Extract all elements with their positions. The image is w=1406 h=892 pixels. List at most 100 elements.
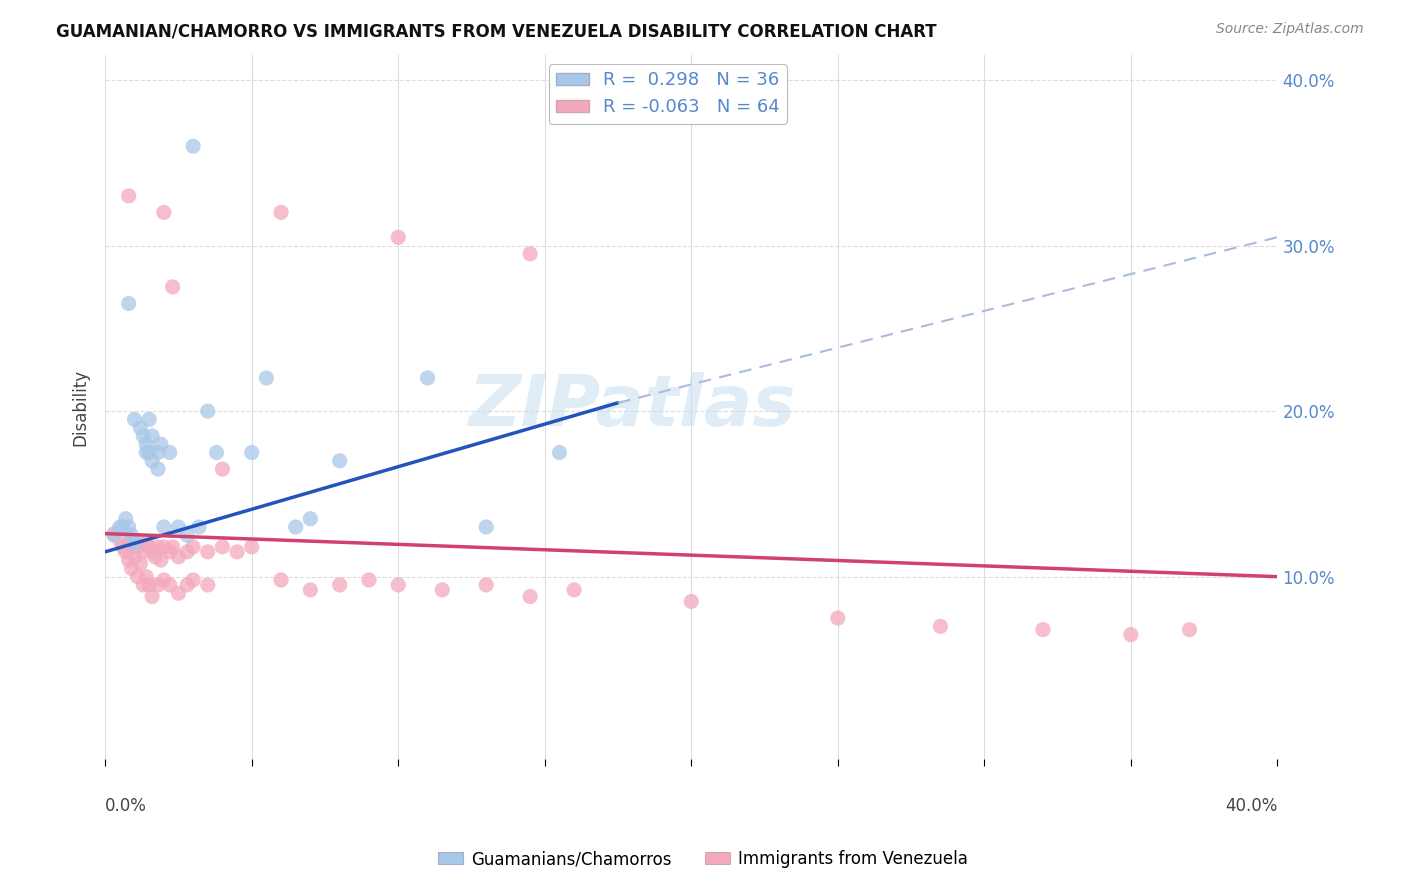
Point [124,549,146,564]
Point [162,280,184,294]
Point [929,619,952,633]
Point [121,528,143,542]
Point [146,540,169,554]
Point [357,573,380,587]
Legend: Guamanians/Chamorros, Immigrants from Venezuela: Guamanians/Chamorros, Immigrants from Ve… [432,844,974,875]
Point [103,528,125,542]
Point [118,189,141,203]
Point [299,512,322,526]
Point [132,429,155,443]
Point [181,139,204,153]
Text: Source: ZipAtlas.com: Source: ZipAtlas.com [1216,22,1364,37]
Point [118,553,141,567]
Point [329,578,352,592]
Point [176,578,198,592]
Point [138,578,160,592]
Point [681,594,703,608]
Point [387,230,409,244]
Text: GUAMANIAN/CHAMORRO VS IMMIGRANTS FROM VENEZUELA DISABILITY CORRELATION CHART: GUAMANIAN/CHAMORRO VS IMMIGRANTS FROM VE… [56,22,936,40]
Point [114,512,136,526]
Point [205,445,228,459]
Point [127,540,149,554]
Point [1032,623,1054,637]
Point [118,536,141,550]
Point [299,582,322,597]
Point [153,205,176,219]
Point [181,573,204,587]
Point [103,526,125,541]
Point [519,247,541,261]
Point [138,540,160,554]
Point [519,590,541,604]
Point [827,611,849,625]
Point [270,573,292,587]
Point [121,561,143,575]
Y-axis label: Disability: Disability [72,368,89,445]
Point [118,520,141,534]
Point [149,437,172,451]
Point [132,578,155,592]
Point [162,540,184,554]
Point [111,540,134,554]
Point [167,520,190,534]
Point [135,536,157,550]
Point [141,545,163,559]
Point [141,590,163,604]
Point [129,536,152,550]
Point [159,545,181,559]
Point [149,553,172,567]
Point [197,578,219,592]
Point [146,462,169,476]
Point [124,536,146,550]
Point [270,205,292,219]
Point [129,420,152,434]
Point [329,454,352,468]
Point [135,445,157,459]
Point [1178,623,1201,637]
Point [197,404,219,418]
Point [548,445,571,459]
Point [387,578,409,592]
Point [129,557,152,571]
Point [118,296,141,310]
Point [167,586,190,600]
Point [111,520,134,534]
Point [211,462,233,476]
Point [240,540,263,554]
Point [141,454,163,468]
Point [176,545,198,559]
Text: 0.0%: 0.0% [105,797,148,815]
Point [432,582,454,597]
Point [240,445,263,459]
Point [138,412,160,426]
Point [146,578,169,592]
Point [167,549,190,564]
Point [127,569,149,583]
Point [226,545,249,559]
Point [153,573,176,587]
Point [108,533,131,548]
Point [146,445,169,459]
Point [135,437,157,451]
Point [159,445,181,459]
Point [124,533,146,548]
Point [132,545,155,559]
Point [141,429,163,443]
Point [562,582,585,597]
Point [254,371,277,385]
Point [153,520,176,534]
Text: ZIPatlas: ZIPatlas [470,373,796,442]
Point [108,520,131,534]
Point [143,549,166,564]
Point [475,520,498,534]
Point [211,540,233,554]
Point [1119,627,1142,641]
Legend: R =  0.298   N = 36, R = -0.063   N = 64: R = 0.298 N = 36, R = -0.063 N = 64 [548,64,787,124]
Point [475,578,498,592]
Point [124,412,146,426]
Point [153,540,176,554]
Point [181,540,204,554]
Point [176,528,198,542]
Point [188,520,211,534]
Point [121,540,143,554]
